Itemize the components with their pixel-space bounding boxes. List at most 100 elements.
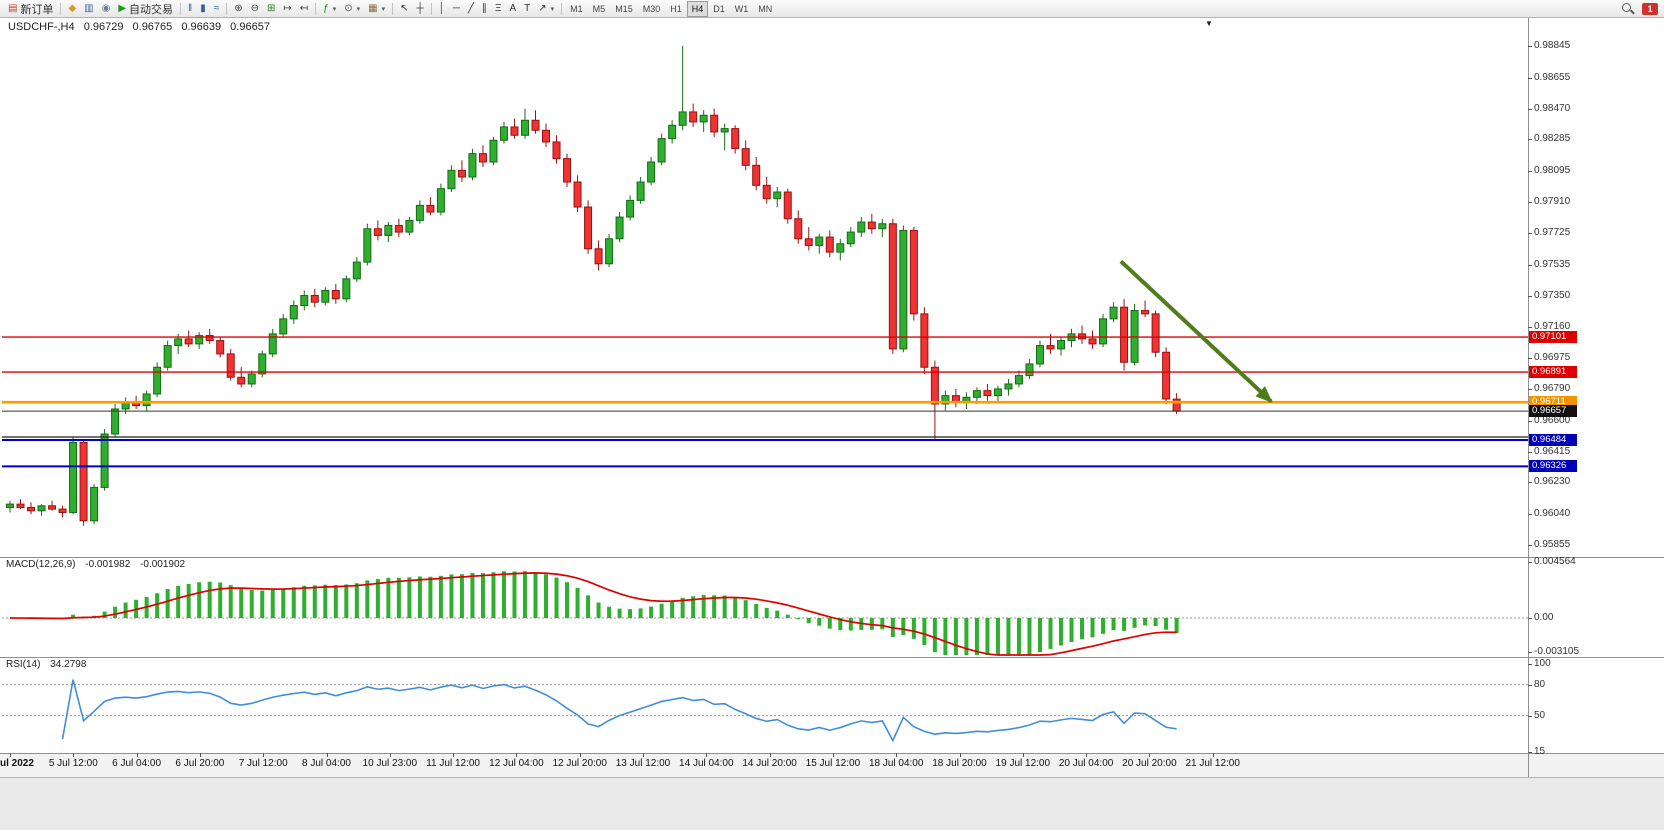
price-axis-tick [1528,77,1532,79]
fibonacci-icon: Ξ [494,2,502,14]
zoom-out-icon[interactable]: ⊖ [247,1,263,17]
time-axis-tick [516,753,518,757]
cursor-icon: ↖ [400,2,409,14]
new-order-button[interactable]: ▤ 新订单 [4,1,57,17]
sound-icon[interactable]: ◆ [64,1,80,17]
horizontal-line-icon: ─ [452,2,460,14]
market-watch-icon: ▥ [84,2,94,14]
time-axis-tick [959,753,961,757]
time-axis-tick [832,753,834,757]
macd-axis-tick [1528,618,1532,619]
rsi-axis-label: 80 [1534,679,1546,690]
price-line-badge: 0.96657 [1529,405,1577,418]
tile-windows-icon[interactable]: ⊞ [263,1,279,17]
rsi-panel-splitter[interactable] [0,657,1664,658]
time-axis-label: 12 Jul 04:00 [489,758,544,769]
line-chart-icon[interactable]: ≈ [210,1,224,17]
time-axis-label: 20 Jul 20:00 [1122,758,1177,769]
time-axis-tick [643,753,644,757]
time-axis-label: 6 Jul 04:00 [112,758,162,769]
time-axis-label: 14 Jul 04:00 [679,758,734,769]
time-axis-tick [1086,753,1088,757]
timeframe-d1[interactable]: D1 [713,3,725,14]
templates-icon[interactable]: ▦ ▾ [364,1,389,17]
price-axis-border [1528,18,1529,777]
toolbar-separator [392,2,394,15]
trendline-icon[interactable]: ╱ [464,1,478,17]
navigator-icon[interactable]: ◉ [98,1,115,17]
chart-shift-icon[interactable]: ↤ [296,1,312,17]
chart-shift-marker[interactable]: ▼ [1205,19,1213,28]
rsi-name: RSI(14) [6,659,41,670]
market-watch-icon[interactable]: ▥ [80,1,97,17]
crosshair-icon[interactable]: ┼ [413,1,428,17]
bottom-filler [0,777,1664,830]
time-axis-tick [10,753,11,757]
horizontal-line-icon[interactable]: ─ [449,1,464,17]
toolbar-separator [561,2,563,15]
time-axis-label: 7 Jul 12:00 [238,758,288,769]
time-axis-label: 21 Jul 12:00 [1185,758,1240,769]
rsi-axis-tick [1528,685,1532,686]
periods-icon[interactable]: ⊙ ▾ [340,1,364,17]
time-axis-tick [769,753,771,757]
time-axis-label: 5 Jul 12:00 [48,758,98,769]
text-icon[interactable]: A [505,1,520,17]
autotrading-button[interactable]: ▶ 自动交易 [114,1,177,17]
time-axis-tick [73,753,75,757]
timeframe-m30[interactable]: M30 [642,3,661,14]
toolbar-separator [226,2,228,15]
rsi-value: 34.2798 [50,659,87,670]
price-axis-label: 0.98095 [1534,165,1571,177]
macd-axis-label: 0.00 [1534,612,1554,623]
zoom-in-icon[interactable]: ⊕ [230,1,246,17]
price-axis-tick [1528,202,1532,204]
vertical-line-icon[interactable]: │ [435,1,449,17]
price-axis-label: 0.98655 [1534,71,1571,83]
time-axis-tick [1149,753,1151,757]
timeframe-m15[interactable]: M15 [615,3,633,14]
channel-icon: ∥ [481,2,487,14]
time-axis-tick [896,753,898,757]
auto-scroll-icon[interactable]: ↦ [279,1,295,17]
time-axis-tick [136,753,138,757]
timeframe-m5[interactable]: M5 [592,3,606,14]
channel-icon[interactable]: ∥ [478,1,491,17]
price-axis-label: 0.96790 [1534,382,1571,394]
timeframe-h1[interactable]: H1 [670,3,682,14]
rsi-axis-label: 15 [1534,746,1546,757]
notification-badge[interactable]: 1 [1642,2,1658,15]
dropdown-caret-icon: ▾ [381,5,386,13]
chart-shift-icon: ↤ [299,2,309,14]
timeframe-w1[interactable]: W1 [734,3,749,14]
ohlc-open: 0.96729 [83,21,124,33]
time-axis-label: 11 Jul 12:00 [426,758,480,769]
macd-panel-splitter[interactable] [0,557,1664,558]
macd-axis-label: 0.004564 [1534,556,1576,567]
timeframe-m1[interactable]: M1 [570,3,583,14]
candlestick-chart-icon[interactable]: ▮ [196,1,210,17]
autotrading-icon: ▶ [118,2,127,14]
cursor-icon[interactable]: ↖ [396,1,412,17]
time-axis-tick [1022,753,1024,757]
dropdown-caret-icon: ▾ [356,5,361,13]
timeframe-h4[interactable]: H4 [686,0,709,17]
bar-chart-icon[interactable]: ‖ [184,1,196,17]
fibonacci-icon[interactable]: Ξ [491,1,506,17]
sound-icon: ◆ [68,2,77,14]
text-label-icon[interactable]: T [520,1,534,17]
timeframe-mn[interactable]: MN [758,3,773,14]
rsi-axis-label: 50 [1534,710,1546,721]
bar-chart-icon: ‖ [188,2,193,14]
search-icon[interactable] [1622,2,1635,15]
price-axis-tick [1528,108,1532,110]
toolbar: ▤ 新订单 ◆ ▥ ◉ ▶ 自动交易 ‖ ▮ ≈ ⊕ ⊖ ⊞ ↦ ↤ ƒ ▾ ⊙ ▾ ▦ ▾ ↖ ┼ │ ─ ╱ ∥ Ξ A T ↗ ▾ M1 M… [0,0,1664,18]
indicators-icon[interactable]: ƒ ▾ [319,1,340,17]
time-axis-label: 15 Jul 12:00 [805,758,861,769]
arrows-icon[interactable]: ↗ ▾ [534,1,558,17]
price-axis-tick [1528,46,1532,47]
dropdown-caret-icon: ▾ [550,5,555,13]
zoom-out-icon: ⊖ [250,2,259,14]
time-axis-label: 4 Jul 2022 [0,758,34,769]
rsi-axis-tick [1528,752,1532,753]
